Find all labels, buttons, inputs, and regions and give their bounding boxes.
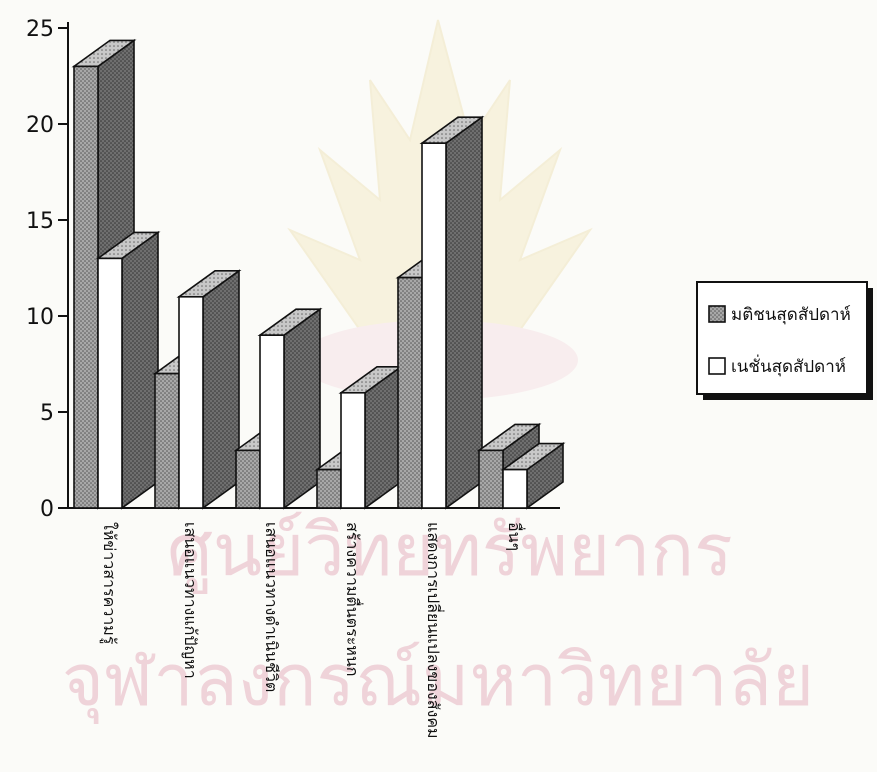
axes: 0 5 10 15 20 25: [26, 17, 560, 522]
y-tick-label: 10: [26, 305, 54, 330]
bar-front-face: [154, 372, 180, 509]
bar-side-face: [445, 115, 483, 510]
bar-side-face: [283, 307, 321, 510]
category-label: แสดงการเปลี่ยนแปลงของสังคม: [424, 522, 445, 739]
y-tick-label: 25: [26, 17, 54, 42]
legend-box: [696, 281, 868, 395]
y-tick-label: 15: [26, 209, 54, 234]
bar-series2: [500, 442, 566, 510]
bar-front-face: [478, 449, 504, 509]
category-label: อื่นๆ: [505, 522, 526, 551]
bar-series2: [95, 230, 161, 510]
y-tick-label: 0: [40, 497, 54, 522]
watermark-line-2: จุฬาลงกรณ์มหาวิทยาลัย: [62, 638, 814, 724]
bar-front-face: [97, 257, 123, 509]
category-label: ให้ข่าวสารความรู้: [99, 522, 119, 645]
bar-series2: [257, 307, 323, 510]
bar-series2: [419, 115, 485, 510]
watermark-line-1: ศูนย์วิทยทรัพยากร: [167, 508, 733, 594]
category-label: เสนอแนวทางแก้ปัญหา: [181, 522, 200, 679]
bar-front-face: [421, 142, 447, 509]
bars: [71, 38, 566, 510]
bar-front-face: [397, 276, 423, 509]
bar-front-face: [259, 334, 285, 509]
bar-front-face: [73, 65, 99, 509]
legend-label: มติชนสุดสัปดาห์: [731, 305, 851, 325]
category-label: เสนอแนวทางดำเนินชีวิต: [262, 522, 281, 692]
bar-front-face: [178, 295, 204, 509]
category-labels: ให้ข่าวสารความรู้ เสนอแนวทางแก้ปัญหา เสนอแ…: [99, 522, 526, 739]
bar-front-face: [235, 449, 261, 509]
bar-side-face: [121, 230, 159, 510]
bar-front-face: [502, 468, 528, 509]
bar-series2: [338, 365, 404, 510]
y-tick-label: 20: [26, 113, 54, 138]
bar-side-face: [202, 269, 240, 510]
y-tick-label: 5: [40, 401, 54, 426]
legend: มติชนสุดสัปดาห์เนชั่นสุดสัปดาห์: [696, 281, 873, 400]
legend-swatch: [708, 305, 726, 323]
bar-front-face: [340, 391, 366, 509]
legend-swatch: [708, 357, 726, 375]
bar-series2: [176, 269, 242, 510]
category-label: สร้างความตื่นตระหนก: [343, 522, 364, 676]
bar-front-face: [316, 468, 342, 509]
legend-label: เนชั่นสุดสัปดาห์: [731, 354, 846, 377]
